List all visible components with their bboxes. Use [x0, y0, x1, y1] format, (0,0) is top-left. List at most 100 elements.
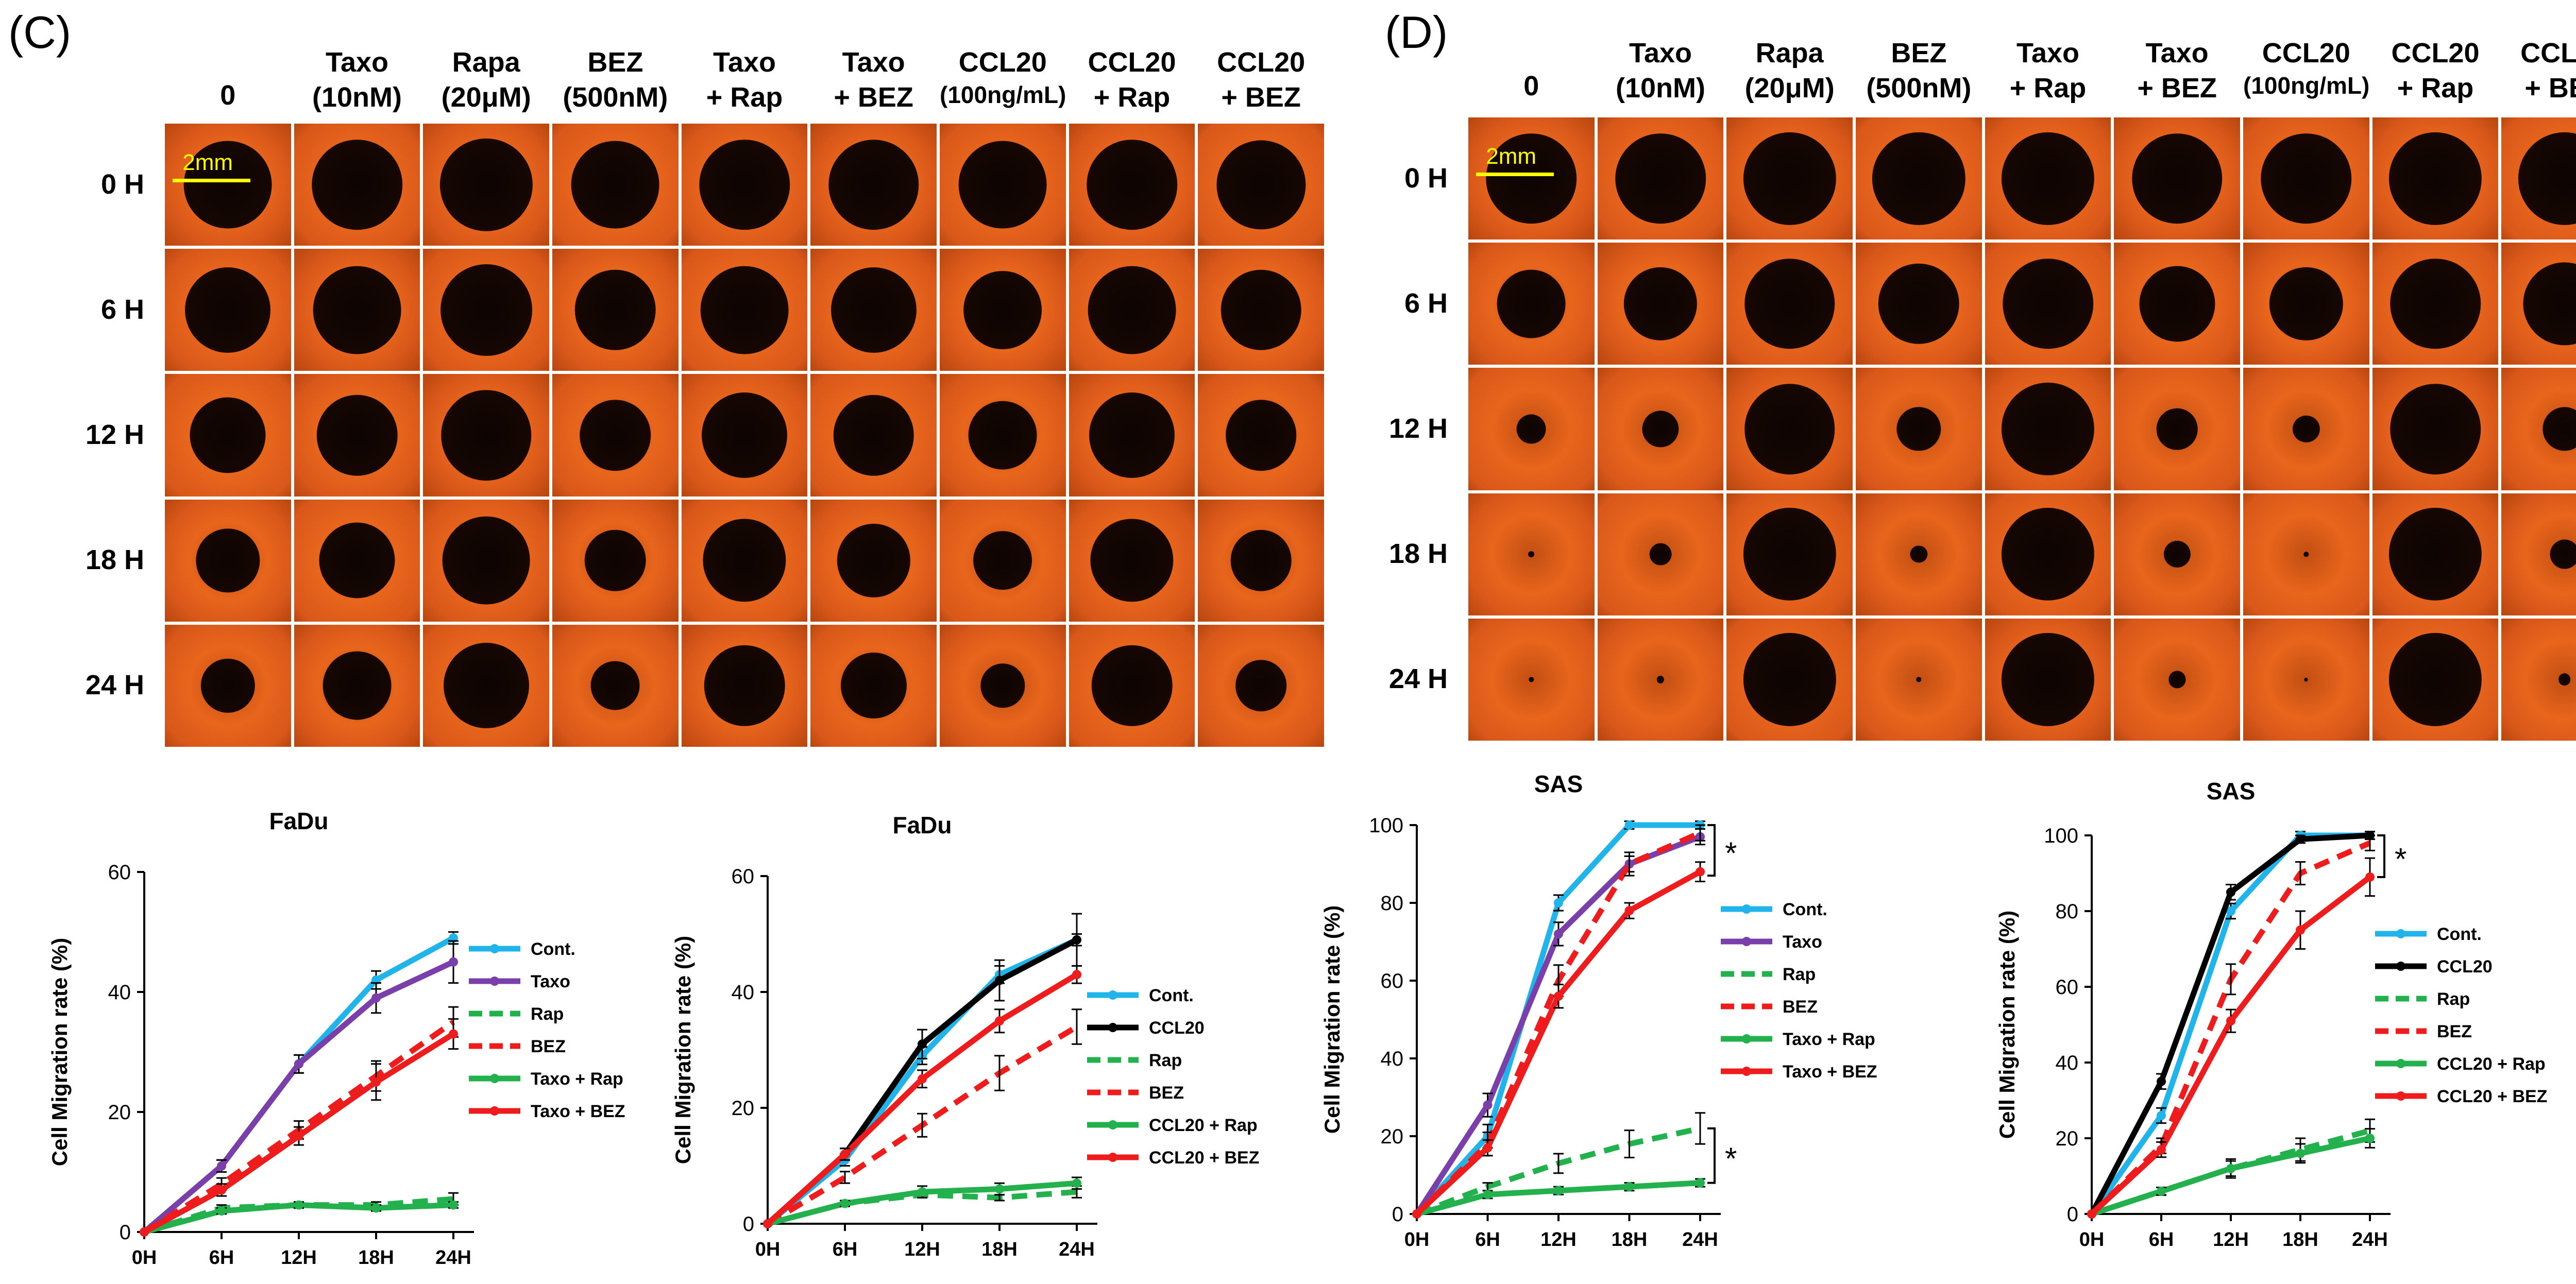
data-point [1624, 1182, 1634, 1192]
well-image [423, 249, 549, 371]
well-image [2114, 368, 2240, 490]
data-point [140, 1227, 149, 1237]
x-tick-label: 0H [1404, 1229, 1430, 1251]
x-tick-label: 18H [981, 1239, 1018, 1260]
significance-bracket [1707, 1127, 1716, 1184]
data-point [2157, 1145, 2166, 1155]
legend-label: CCL20 + Rap [2437, 1054, 2546, 1074]
legend-label: Cont. [2437, 925, 2482, 944]
legend-marker [490, 1106, 499, 1116]
well-image [2372, 618, 2499, 741]
legend-label: CCL20 [1149, 1018, 1205, 1038]
well-image [294, 374, 420, 497]
row-header: 24 H [1388, 663, 1448, 695]
well-image [552, 499, 679, 622]
panel-letter-c: (C) [8, 7, 72, 58]
wound-area [585, 529, 646, 591]
well-image [681, 499, 808, 622]
well-image [1726, 117, 1853, 240]
well-image [423, 374, 549, 497]
wound-area [442, 516, 531, 605]
column-header: Rapa (20μM) [441, 47, 531, 113]
well-image [2501, 493, 2576, 615]
x-tick-label: 24H [1059, 1239, 1095, 1260]
data-point [2365, 872, 2375, 882]
well-image [1069, 624, 1195, 747]
column-header: CCL20 + Rap [1088, 47, 1176, 113]
wound-area [2131, 133, 2223, 224]
wound-area [1516, 414, 1546, 444]
well-image [2372, 117, 2499, 240]
well-image [810, 499, 937, 622]
data-point [2226, 887, 2235, 897]
row-header: 18 H [85, 544, 144, 576]
wound-area [2558, 673, 2571, 686]
wound-area [2001, 633, 2095, 726]
well-image [2372, 368, 2499, 490]
wound-area [833, 395, 914, 476]
well-image [1069, 499, 1195, 622]
wound-area [2388, 132, 2482, 225]
wound-area [183, 141, 272, 229]
well-image [2501, 243, 2576, 365]
y-tick-label: 80 [1381, 892, 1404, 915]
legend-label: Rap [531, 1004, 564, 1024]
y-tick-label: 80 [2056, 900, 2079, 923]
wound-area [828, 139, 919, 230]
wound-area [963, 270, 1042, 349]
wound-area [443, 643, 529, 729]
data-point [2226, 906, 2235, 916]
y-tick-label: 40 [732, 981, 755, 1004]
row-header: 0 H [1404, 162, 1448, 194]
wound-area [440, 390, 532, 481]
wound-area [590, 661, 640, 710]
column-header: Taxo + Rap [706, 47, 783, 113]
legend-marker [1108, 1153, 1117, 1162]
legend-marker [490, 977, 499, 986]
legend-marker [1742, 1067, 1751, 1076]
wound-area [1091, 645, 1173, 726]
data-point [995, 1184, 1004, 1194]
well-image [1726, 493, 1853, 615]
column-header: 0 [220, 80, 236, 111]
well-image [810, 124, 937, 246]
legend-marker [2396, 962, 2405, 971]
well-image [1856, 117, 1982, 240]
legend-marker [2396, 929, 2405, 938]
panel-d-image-grid: 2mm [1468, 117, 2576, 741]
data-point [2157, 1110, 2166, 1120]
row-header: 24 H [85, 670, 144, 701]
wound-area [1910, 545, 1927, 563]
legend-label: Taxo + Rap [1783, 1030, 1875, 1049]
data-point [1072, 935, 1081, 945]
wound-area [1623, 267, 1698, 340]
well-image [2243, 493, 2369, 615]
well-image [1198, 374, 1324, 497]
wound-area [2523, 262, 2576, 346]
chart-title: FaDu [269, 808, 329, 834]
wound-area [2293, 415, 2320, 443]
well-image [2501, 618, 2576, 741]
well-image [423, 499, 549, 622]
well-image [294, 249, 420, 371]
wound-area [1744, 259, 1835, 349]
legend-label: CCL20 + BEZ [2437, 1087, 2547, 1106]
well-image [552, 374, 679, 497]
wound-area [2303, 552, 2309, 557]
column-header: Rapa (20μM) [1744, 38, 1835, 104]
well-image [940, 374, 1066, 497]
column-header: CCL20 (100ng/mL) [2243, 38, 2370, 99]
row-header: 18 H [1388, 538, 1448, 570]
data-point [371, 1077, 381, 1087]
wound-area [968, 401, 1037, 470]
wound-area [1088, 266, 1176, 354]
legend-label: BEZ [1149, 1083, 1184, 1103]
wound-area [313, 266, 401, 354]
data-point [1483, 1143, 1493, 1153]
column-header: 0 [1523, 71, 1539, 101]
row-header: 12 H [1388, 413, 1448, 444]
wound-area [1743, 508, 1836, 601]
well-image [2501, 117, 2576, 240]
x-tick-label: 12H [2213, 1229, 2249, 1251]
wound-area [1916, 677, 1922, 682]
